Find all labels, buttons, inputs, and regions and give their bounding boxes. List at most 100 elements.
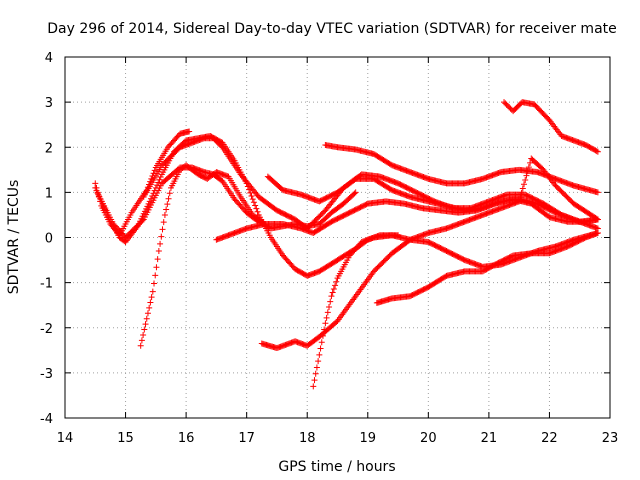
data-point — [501, 99, 508, 106]
data-point — [153, 264, 160, 271]
data-point — [310, 383, 317, 390]
data-point — [593, 215, 600, 222]
data-point — [311, 377, 318, 384]
data-point — [518, 189, 525, 196]
series-track-10 — [310, 229, 601, 390]
data-point — [248, 192, 255, 199]
data-point — [250, 199, 257, 206]
y-tick-label: -4 — [40, 412, 53, 427]
chart-title: Day 296 of 2014, Sidereal Day-to-day VTE… — [47, 21, 617, 37]
series-track-5 — [140, 135, 601, 232]
data-point — [328, 293, 335, 300]
data-point — [144, 310, 151, 317]
data-point — [321, 326, 328, 333]
y-tick-label: 2 — [45, 141, 53, 156]
grid — [65, 57, 610, 418]
series-track-7 — [264, 173, 601, 232]
x-tick-label: 23 — [602, 431, 619, 446]
data-point — [93, 187, 100, 194]
data-point — [186, 128, 193, 135]
data-point — [323, 314, 330, 321]
data-point — [151, 280, 158, 287]
data-point — [146, 304, 153, 311]
data-point — [156, 176, 163, 183]
x-axis-label: GPS time / hours — [278, 459, 395, 475]
y-tick-label: -3 — [40, 367, 53, 382]
data-point — [152, 272, 159, 279]
data-point — [143, 315, 150, 322]
data-point — [329, 289, 336, 296]
data-point — [141, 326, 148, 333]
data-point — [157, 240, 164, 247]
data-point — [502, 100, 509, 107]
data-point — [351, 190, 358, 197]
data-point — [593, 148, 600, 155]
data-point — [164, 201, 171, 208]
data-point — [154, 256, 161, 263]
series-track-9 — [258, 155, 601, 352]
data-point — [506, 104, 513, 111]
data-point — [521, 181, 528, 188]
data-point — [161, 211, 168, 218]
data-point — [254, 208, 261, 215]
data-point — [142, 321, 149, 328]
data-point — [522, 176, 529, 183]
data-point — [524, 168, 531, 175]
data-point — [166, 190, 173, 197]
data-point — [148, 294, 155, 301]
data-point — [249, 196, 256, 203]
y-tick-label: 0 — [45, 232, 53, 247]
data-point — [322, 320, 329, 327]
data-point — [503, 101, 510, 108]
data-point — [332, 282, 339, 289]
data-point — [516, 198, 523, 205]
data-point — [352, 189, 359, 196]
data-point — [155, 248, 162, 255]
data-point — [312, 370, 319, 377]
series-track-8 — [322, 141, 601, 196]
data-point — [327, 298, 334, 305]
data-point — [594, 148, 601, 155]
data-point — [252, 202, 259, 209]
data-point — [154, 182, 161, 189]
y-tick-label: 3 — [45, 96, 53, 111]
data-point — [333, 278, 340, 285]
data-point — [158, 233, 165, 240]
data-point — [525, 164, 532, 171]
data-point — [313, 364, 320, 371]
plot-frame — [64, 56, 611, 419]
series-track-12 — [501, 99, 601, 155]
x-tick-label: 17 — [238, 431, 255, 446]
data-point — [95, 192, 102, 199]
data-point — [330, 285, 337, 292]
data-point — [326, 303, 333, 310]
x-tick-label: 22 — [541, 431, 558, 446]
data-point — [519, 185, 526, 192]
data-point — [151, 167, 158, 174]
data-point — [594, 229, 601, 236]
data-point — [253, 205, 260, 212]
data-point — [137, 342, 144, 349]
series-track-3 — [95, 164, 359, 241]
x-tick-label: 15 — [117, 431, 134, 446]
data-point — [318, 339, 325, 346]
data-point — [523, 172, 530, 179]
data-point — [315, 358, 322, 365]
data-point — [157, 174, 164, 181]
data-point — [165, 195, 172, 202]
data-point — [527, 159, 534, 166]
data-point — [594, 189, 601, 196]
data-point — [160, 219, 167, 226]
y-tick-label: -1 — [40, 277, 53, 292]
data-marks — [92, 99, 601, 390]
data-point — [317, 345, 324, 352]
y-axis-label: SDTVAR / TECUs — [6, 180, 22, 295]
data-point — [138, 337, 145, 344]
series-track-11 — [373, 229, 601, 306]
x-tick-label: 20 — [420, 431, 437, 446]
x-tick-label: 16 — [178, 431, 195, 446]
data-point — [594, 216, 601, 223]
y-tick-label: -2 — [40, 322, 53, 337]
data-point — [319, 332, 326, 339]
